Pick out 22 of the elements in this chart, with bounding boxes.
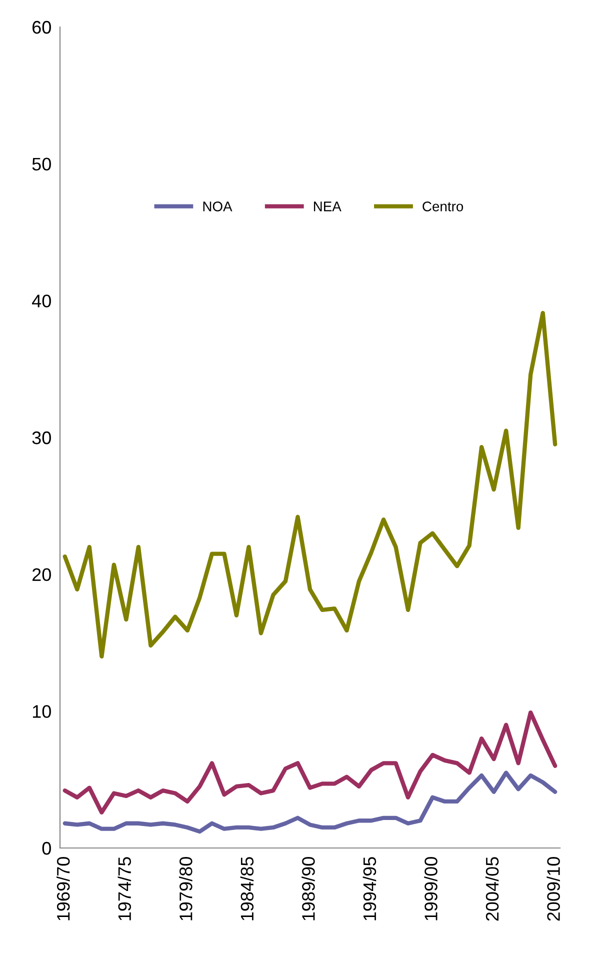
y-tick-label: 60	[32, 20, 51, 34]
y-tick-label: 20	[32, 568, 51, 582]
x-tick-label: 1969/70	[56, 857, 70, 920]
legend-label: NOA	[203, 202, 232, 212]
y-tick-label: 30	[32, 431, 51, 444]
legend-label: NEA	[314, 202, 342, 212]
x-tick-label: 1984/85	[240, 857, 254, 920]
line-series	[62, 770, 558, 834]
y-tick-label: 40	[32, 294, 51, 308]
y-tick-label: 10	[32, 705, 51, 718]
x-tick-label: 1989/90	[302, 857, 315, 920]
y-tick-label: 0	[42, 842, 51, 855]
line-series	[62, 310, 558, 659]
x-tick-label: 1974/75	[118, 857, 132, 920]
legend-label: Centro	[422, 202, 464, 212]
y-tick-label: 50	[32, 158, 51, 171]
x-tick-label: 2004/05	[485, 857, 499, 921]
x-tick-label: 1999/00	[424, 857, 438, 920]
x-tick-label: 2009/10	[546, 857, 560, 921]
x-tick-label: 1979/80	[179, 857, 192, 920]
x-tick-label: 1994/95	[362, 857, 376, 920]
line-series	[62, 710, 558, 815]
